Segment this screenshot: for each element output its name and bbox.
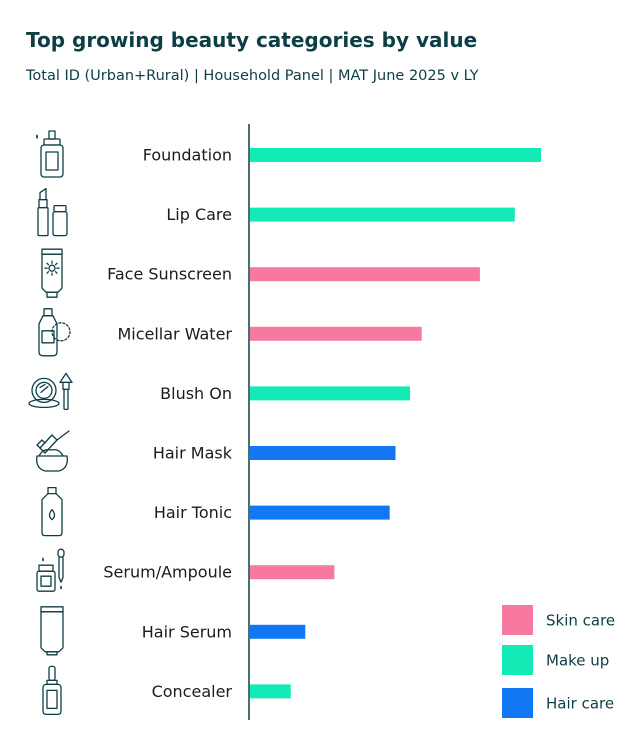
bar-hair-tonic — [250, 505, 390, 520]
chart-subtitle: Total ID (Urban+Rural) | Household Panel… — [26, 68, 479, 84]
category-label-micellar-water: Micellar Water — [117, 324, 232, 343]
category-label-hair-serum: Hair Serum — [142, 622, 232, 641]
bar-blush-on — [250, 386, 411, 401]
bar-lip-care — [250, 207, 515, 222]
bar-face-sunscreen — [250, 267, 480, 282]
category-label-hair-tonic: Hair Tonic — [154, 503, 232, 522]
hair-tonic-icon — [41, 486, 63, 537]
serum-dropper-icon — [36, 548, 65, 592]
sunscreen-tube-icon — [41, 248, 63, 298]
hair-serum-tube-icon — [40, 606, 64, 656]
category-label-serum-ampoule: Serum/Ampoule — [103, 563, 232, 582]
legend-label-skin-care: Skin care — [546, 612, 615, 630]
bar-foundation — [250, 148, 541, 162]
category-label-blush-on: Blush On — [160, 384, 232, 403]
concealer-icon — [42, 665, 62, 716]
legend-swatch-hair-care — [502, 688, 533, 718]
category-label-concealer: Concealer — [152, 682, 233, 701]
category-label-hair-mask: Hair Mask — [153, 444, 233, 463]
legend-swatch-skin-care — [502, 605, 533, 635]
hair-mask-icon — [36, 430, 70, 472]
bar-micellar-water — [250, 326, 422, 341]
legend-label-make-up: Make up — [546, 652, 609, 670]
category-label-face-sunscreen: Face Sunscreen — [107, 265, 232, 284]
micellar-water-icon — [38, 308, 71, 357]
chart-title: Top growing beauty categories by value — [26, 28, 478, 52]
bar-hair-serum — [250, 624, 306, 639]
compact-brush-icon — [28, 372, 73, 411]
bar-hair-mask — [250, 446, 396, 460]
legend-label-hair-care: Hair care — [546, 695, 614, 713]
foundation-bottle-icon — [35, 130, 64, 178]
category-label-foundation: Foundation — [143, 146, 232, 165]
bar-serum-ampoule — [250, 565, 335, 580]
bar-concealer — [250, 684, 291, 699]
lip-care-icon — [37, 187, 68, 237]
legend-swatch-make-up — [502, 645, 533, 675]
category-label-lip-care: Lip Care — [166, 205, 232, 224]
